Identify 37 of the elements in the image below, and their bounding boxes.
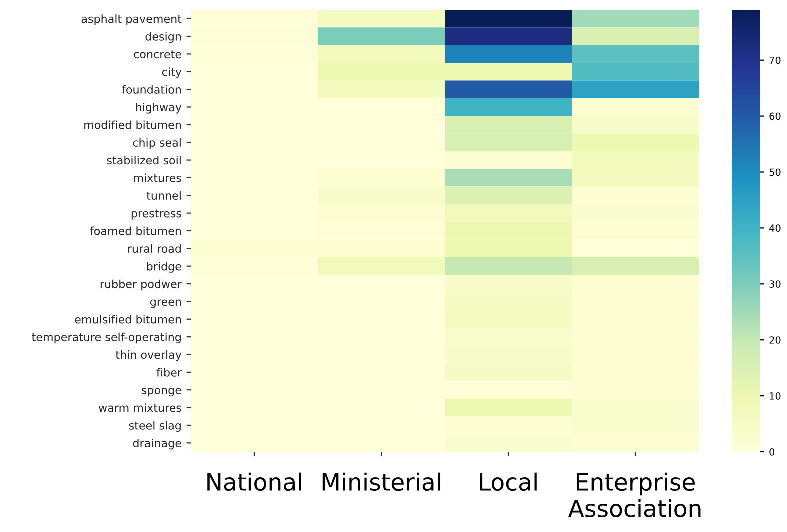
x-tick-label: National <box>208 472 302 492</box>
y-tick-label: rural road <box>128 244 181 254</box>
y-tick-label: rubber podwer <box>100 280 182 291</box>
y-tick-label: foundation <box>122 85 182 94</box>
y-tick-label: asphalt pavement <box>82 14 182 26</box>
color-bar-label: 40 <box>770 224 781 232</box>
y-tick-label: sponge <box>142 388 182 397</box>
y-tick-label: stabilized soil <box>107 156 181 165</box>
y-tick-label: highway <box>136 103 182 114</box>
y-tick-label: chip seal <box>133 138 181 150</box>
color-bar-label: 70 <box>770 56 781 64</box>
y-tick-label: mixtures <box>134 174 182 182</box>
x-tick-label: Local <box>480 472 537 492</box>
y-tick-label: tunnel <box>146 191 181 200</box>
y-tick-label: drainage <box>133 438 182 450</box>
y-tick-label: green <box>150 300 182 308</box>
color-bar-label: 10 <box>770 392 781 400</box>
color-bar-label: 30 <box>770 280 781 288</box>
y-tick-label: design <box>146 32 182 44</box>
x-tick-label: Enterprise Association <box>568 472 701 518</box>
color-bar-label: 50 <box>770 168 781 176</box>
y-tick-label: bridge <box>147 262 182 273</box>
color-bar-label: 20 <box>770 336 781 344</box>
y-tick-label: concrete <box>134 50 182 59</box>
y-tick-label: warm mixtures <box>98 404 182 412</box>
y-tick-label: city <box>162 68 182 78</box>
color-bar-label: 0 <box>770 448 775 456</box>
y-tick-label: steel slag <box>129 421 181 432</box>
y-tick-label: temperature self-operating <box>32 332 181 344</box>
y-tick-label: modified bitumen <box>84 120 182 130</box>
color-bar-label: 60 <box>770 112 781 120</box>
y-tick-label: fiber <box>156 368 182 377</box>
y-tick-label: prestress <box>132 210 182 220</box>
x-tick-label: Ministerial <box>322 472 440 492</box>
y-tick-label: emulsified bitumen <box>75 315 182 324</box>
y-tick-label: foamed bitumen <box>90 226 182 236</box>
y-tick-label: thin overlay <box>116 350 182 362</box>
